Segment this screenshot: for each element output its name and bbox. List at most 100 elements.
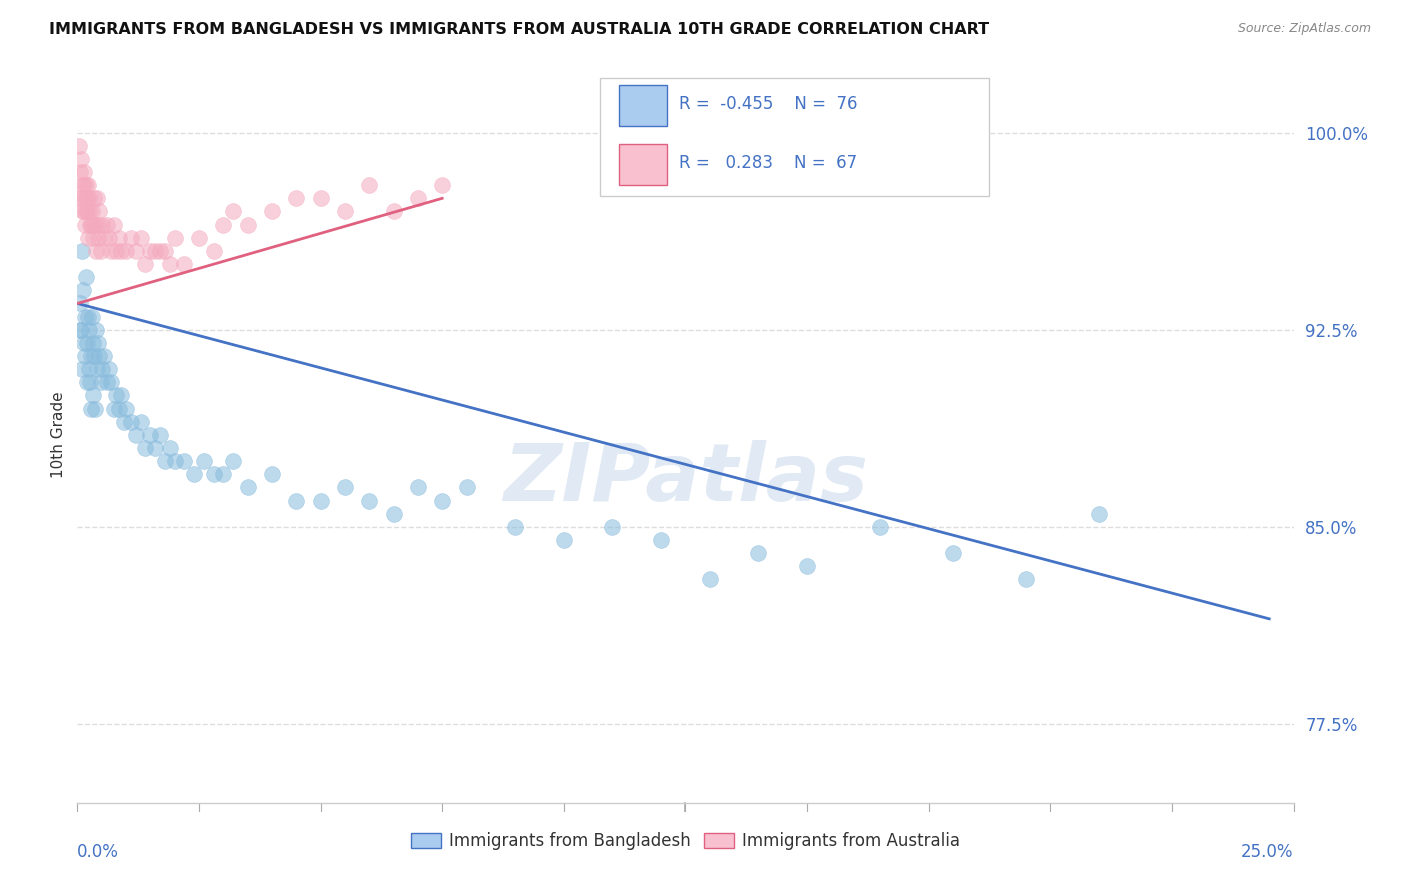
Point <box>139 244 162 258</box>
Point <box>90 362 112 376</box>
Point <box>82 388 104 402</box>
Point <box>359 493 381 508</box>
Point <box>82 231 104 245</box>
Point <box>72 204 94 219</box>
Point <box>84 244 107 258</box>
Text: R =   0.283    N =  67: R = 0.283 N = 67 <box>679 153 858 171</box>
Point <box>193 454 215 468</box>
Point <box>125 428 148 442</box>
Point <box>285 493 308 508</box>
Point <box>129 231 152 245</box>
Point <box>134 257 156 271</box>
Point <box>105 388 128 402</box>
Point <box>76 335 98 350</box>
Point <box>869 520 891 534</box>
Point <box>159 257 181 271</box>
Point <box>76 231 98 245</box>
Point <box>75 178 97 193</box>
Point <box>84 218 107 232</box>
Text: 25.0%: 25.0% <box>1241 843 1294 862</box>
Point <box>90 376 112 390</box>
Point <box>1088 507 1111 521</box>
Point <box>430 178 453 193</box>
Point <box>82 335 104 350</box>
Point <box>309 191 332 205</box>
Point <box>149 244 172 258</box>
Point <box>70 178 93 193</box>
Point <box>77 310 100 324</box>
Point <box>430 493 453 508</box>
Point <box>77 178 100 193</box>
Point <box>103 401 125 416</box>
Point <box>80 310 103 324</box>
Point <box>796 559 818 574</box>
Point <box>96 218 118 232</box>
Point <box>89 349 111 363</box>
Point <box>134 441 156 455</box>
Point <box>90 218 112 232</box>
Text: 0.0%: 0.0% <box>77 843 120 862</box>
Point <box>77 204 100 219</box>
Point <box>212 467 235 482</box>
Point <box>107 401 129 416</box>
Point <box>747 546 769 560</box>
Point <box>553 533 575 547</box>
Point <box>153 454 176 468</box>
Point <box>456 480 478 494</box>
Point <box>143 441 166 455</box>
Point <box>79 323 101 337</box>
Text: R =  -0.455    N =  76: R = -0.455 N = 76 <box>679 95 858 112</box>
Point <box>143 244 166 258</box>
Point <box>76 191 98 205</box>
Point <box>105 244 128 258</box>
Point <box>309 493 332 508</box>
Point <box>70 152 93 166</box>
Point <box>69 165 91 179</box>
Point <box>103 218 125 232</box>
Point <box>75 218 97 232</box>
Point <box>173 257 195 271</box>
Point <box>79 218 101 232</box>
Point <box>80 349 103 363</box>
Point <box>236 480 259 494</box>
Point <box>163 454 186 468</box>
Point <box>87 335 110 350</box>
Point <box>125 244 148 258</box>
Point <box>76 204 98 219</box>
Point <box>222 204 245 219</box>
Point <box>285 191 308 205</box>
Point <box>89 204 111 219</box>
Point <box>80 401 103 416</box>
Point <box>70 191 93 205</box>
Point <box>70 362 93 376</box>
Point <box>69 296 91 310</box>
Point <box>159 441 181 455</box>
Point <box>86 191 108 205</box>
Point <box>100 376 122 390</box>
Point <box>79 191 101 205</box>
Point <box>120 231 142 245</box>
Point <box>260 204 283 219</box>
Point <box>382 204 405 219</box>
Point <box>112 415 135 429</box>
FancyBboxPatch shape <box>619 145 668 185</box>
Point <box>84 323 107 337</box>
Point <box>503 520 526 534</box>
Point <box>72 204 94 219</box>
Point <box>76 376 98 390</box>
Point <box>120 415 142 429</box>
Point <box>406 191 429 205</box>
Point <box>100 244 122 258</box>
Point <box>86 362 108 376</box>
Point <box>406 480 429 494</box>
Point <box>80 218 103 232</box>
Point <box>260 467 283 482</box>
Point <box>69 191 91 205</box>
Point <box>699 573 721 587</box>
Point <box>79 376 101 390</box>
Point <box>96 376 118 390</box>
Point <box>115 244 138 258</box>
Point <box>72 283 94 297</box>
Point <box>149 428 172 442</box>
Point <box>72 178 94 193</box>
